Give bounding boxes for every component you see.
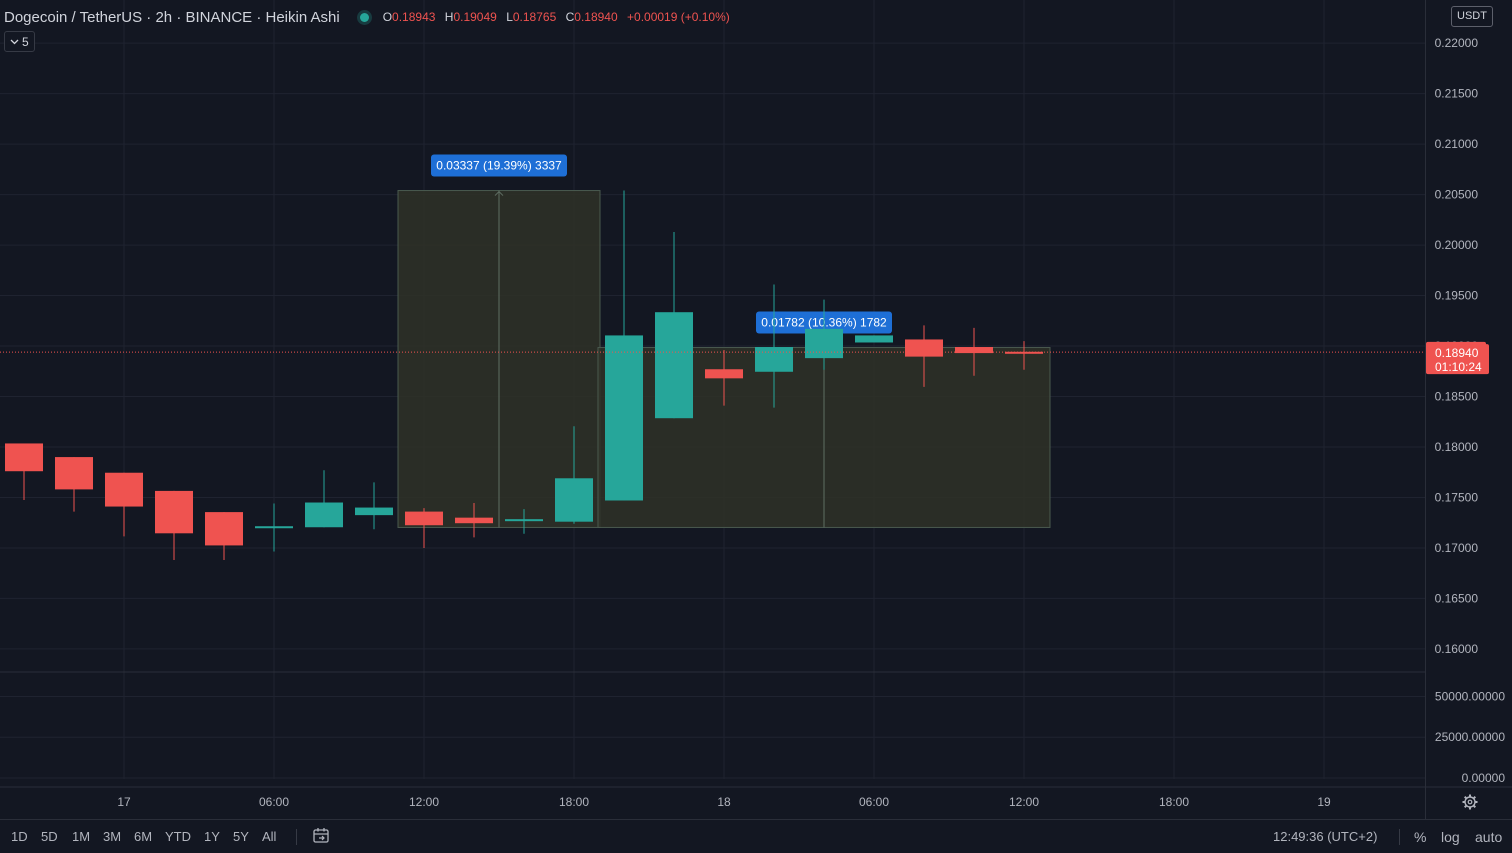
volume-tick-label: 25000.00000 [1435,730,1505,744]
price-tick-label: 0.17500 [1435,490,1479,504]
price-tick-label: 0.17000 [1435,541,1479,555]
close-value: 0.18940 [574,10,618,24]
time-tick-label: 12:00 [1009,795,1039,809]
candle-body [255,526,293,529]
candle-body [705,369,743,379]
candle-body [205,512,243,546]
price-tick-label: 0.20500 [1435,188,1479,202]
timezone-clock[interactable]: 12:49:36 (UTC+2) [1273,829,1378,844]
auto-scale-button[interactable]: auto [1475,829,1503,845]
symbol-title[interactable]: Dogecoin / TetherUS · 2h · BINANCE · Hei… [4,8,340,26]
gear-icon[interactable] [1462,794,1478,810]
candle-body [5,443,43,472]
bottom-toolbar: 1D 5D 1M 3M 6M YTD 1Y 5Y All 12:49:36 (U… [0,819,1512,853]
close-label: C [565,10,575,24]
time-tick-label: 18 [717,795,731,809]
price-tick-label: 0.18000 [1435,440,1479,454]
candle-body [655,312,693,419]
market-status-icon [359,12,369,22]
calendar-goto-icon[interactable] [312,827,330,845]
time-tick-label: 06:00 [859,795,889,809]
candle-body [305,502,343,528]
candle-body [905,339,943,357]
volume-tick-label: 0.00000 [1462,771,1506,785]
toolbar-divider [296,829,297,845]
measure-label: 0.03337 (19.39%) 3337 [436,159,562,173]
range-button-5d[interactable]: 5D [41,829,58,844]
percent-scale-button[interactable]: % [1414,829,1427,845]
candle-body [105,472,143,507]
range-button-6m[interactable]: 6M [134,829,153,844]
symbol-legend: Dogecoin / TetherUS · 2h · BINANCE · Hei… [4,7,730,27]
candle-body [155,490,193,534]
high-label: H [444,10,454,24]
open-value: 0.18943 [392,10,436,24]
price-tick-label: 0.20000 [1435,238,1479,252]
indicators-count: 5 [22,34,29,49]
axes: 0.22000 0.21500 0.21000 0.20500 0.20000 0.195… [0,0,1512,819]
candle-body [405,511,443,526]
candle-body [805,328,843,359]
price-tick-label: 0.21000 [1435,137,1479,151]
range-button-5y[interactable]: 5Y [233,829,249,844]
last-price-marker-box [1426,344,1489,375]
time-tick-label: 19 [1317,795,1331,809]
log-scale-button[interactable]: log [1441,829,1460,845]
range-button-all[interactable]: All [262,829,277,844]
price-tick-label: 0.18500 [1435,390,1479,404]
indicators-toggle-button[interactable]: 5 [4,31,35,52]
range-button-1d[interactable]: 1D [11,829,28,844]
candle-body [55,457,93,490]
candle-body [555,478,593,522]
range-button-3m[interactable]: 3M [103,829,122,844]
chevron-down-icon [10,39,19,44]
candle-body [505,519,543,522]
countdown-label: 01:10:24 [1435,360,1482,374]
time-tick-label: 17 [117,795,131,809]
candle-body [855,335,893,343]
ohlc-values: O0.18943 H0.19049 L0.18765 C0.18940 +0.0… [383,10,730,24]
price-tick-label: 0.19500 [1435,289,1479,303]
measure-arrow-head [494,190,504,196]
time-tick-label: 18:00 [1159,795,1189,809]
last-price-label: 0.18940 [1435,346,1479,360]
candle-body [1005,351,1043,354]
high-value: 0.19049 [453,10,497,24]
time-tick-label: 12:00 [409,795,439,809]
range-button-1m[interactable]: 1M [72,829,91,844]
candle-body [955,347,993,354]
volume-tick-label: 50000.00000 [1435,689,1505,703]
low-value: 0.18765 [512,10,557,24]
range-button-1y[interactable]: 1Y [204,829,220,844]
price-tick-label: 0.16500 [1435,591,1479,605]
time-tick-label: 06:00 [259,795,289,809]
change-value: +0.00019 (+0.10%) [627,10,730,24]
price-tick-label: 0.16000 [1435,642,1479,656]
candle-body [455,517,493,524]
price-tick-label: 0.21500 [1435,87,1479,101]
low-label: L [506,10,513,24]
open-label: O [382,10,393,24]
range-button-ytd[interactable]: YTD [165,829,191,844]
candle-body [605,335,643,501]
time-tick-label: 18:00 [559,795,589,809]
currency-badge[interactable]: USDT [1451,6,1493,27]
candle-body [355,507,393,516]
measure-label-box [431,154,567,177]
toolbar-divider [1399,829,1400,845]
candlestick-series [5,190,1043,561]
price-tick-label: 0.22000 [1435,36,1479,50]
candle-body [755,347,793,372]
